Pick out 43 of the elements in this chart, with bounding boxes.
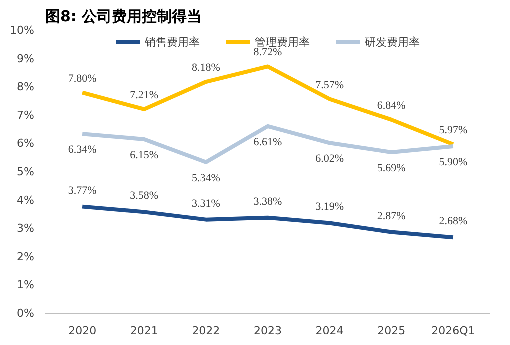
y-tick-label: 7% xyxy=(17,108,34,122)
x-tick-label: 2024 xyxy=(316,324,344,338)
data-label: 3.38% xyxy=(254,196,282,208)
data-label: 7.80% xyxy=(68,72,97,85)
data-label: 8.72% xyxy=(254,46,282,59)
y-tick-label: 5% xyxy=(17,166,34,178)
x-tick-label: 2023 xyxy=(254,324,282,338)
x-tick-label: 2025 xyxy=(378,324,406,338)
data-label: 6.15% xyxy=(130,149,159,162)
y-tick-label: 8% xyxy=(17,80,34,94)
data-label: 6.34% xyxy=(68,144,97,156)
legend-label: 管理费用率 xyxy=(255,34,310,48)
y-tick-label: 9% xyxy=(17,52,34,66)
x-tick-label: 2021 xyxy=(130,324,158,338)
data-label: 5.97% xyxy=(439,124,468,137)
legend-label: 销售费用率 xyxy=(145,34,200,50)
y-tick-label: 0% xyxy=(17,307,34,320)
x-tick-label: 2020 xyxy=(68,324,97,338)
data-label: 7.21% xyxy=(130,89,159,102)
y-tick-label: 1% xyxy=(17,278,34,292)
y-tick-label: 2% xyxy=(17,250,34,264)
y-tick-label: 10% xyxy=(10,24,35,37)
data-label: 3.58% xyxy=(130,190,159,202)
data-label: 5.34% xyxy=(192,172,220,184)
data-label: 6.02% xyxy=(316,153,344,166)
data-label: 3.19% xyxy=(316,201,344,214)
data-label: 5.90% xyxy=(439,156,468,169)
chart-title: 图8: 公司费用控制得当 xyxy=(46,8,202,26)
data-label: 8.18% xyxy=(192,62,220,74)
data-label: 3.77% xyxy=(68,184,97,197)
y-tick-label: 6% xyxy=(17,137,34,150)
data-label: 3.31% xyxy=(192,198,220,210)
data-label: 6.84% xyxy=(377,100,406,112)
x-tick-label: 2026Q1 xyxy=(432,324,476,338)
data-label: 5.69% xyxy=(377,162,406,174)
data-label: 2.87% xyxy=(377,210,406,222)
x-tick-label: 2022 xyxy=(192,324,220,338)
data-label: 7.57% xyxy=(316,79,344,92)
data-label: 6.61% xyxy=(254,136,282,148)
legend-label: 研发费用率 xyxy=(365,34,420,50)
y-tick-label: 3% xyxy=(17,222,34,236)
data-label: 2.68% xyxy=(439,216,468,228)
y-tick-label: 4% xyxy=(17,194,34,207)
